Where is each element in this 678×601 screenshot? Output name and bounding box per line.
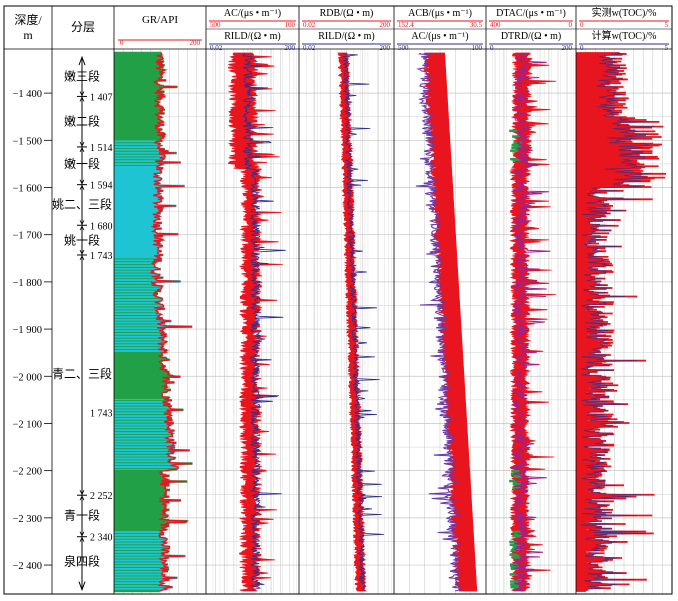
- boundary-arrow-up: [79, 91, 85, 97]
- boundary-arrow-up: [79, 141, 85, 147]
- curve-scale-min-dtac-1: 0: [490, 44, 494, 52]
- depth-tick-label: −1 500: [12, 136, 42, 147]
- formation-label: 青一段: [64, 507, 100, 522]
- curve-scale-max-rdb-1: 200: [380, 44, 391, 52]
- formation-label: 嫩一段: [64, 156, 100, 171]
- curve-scale-min-toc-1: 0: [580, 44, 584, 52]
- scale-min-gr: 0: [120, 39, 124, 47]
- curve-title-rdb-0: RDB/(Ω • m): [320, 8, 374, 19]
- boundary-arrow-down: [79, 184, 85, 190]
- rdb-track: [337, 52, 385, 592]
- curve-scale-max-acb-1: 100: [472, 44, 483, 52]
- depth-tick-label: −1 800: [12, 278, 42, 289]
- boundary-depth-label: 1 594: [90, 181, 113, 192]
- acb-track: [415, 52, 478, 592]
- gr-track: [114, 51, 193, 593]
- boundary-arrow-down: [79, 147, 85, 153]
- toc-track: [576, 52, 667, 592]
- boundary-depth-label: 2 340: [90, 533, 113, 544]
- curve-scale-max-acb-0: 30.5: [470, 21, 483, 29]
- depth-header-line1: 深度/: [14, 12, 42, 27]
- depth-tick-label: −2 400: [12, 561, 42, 572]
- curve-title-acb-0: ACB/(μs • m⁻¹): [408, 8, 472, 19]
- dtrd-curve: [511, 52, 551, 592]
- strat-arrow-bottom: [78, 581, 86, 592]
- ac-track: [227, 52, 286, 592]
- boundary-arrow-down: [79, 255, 85, 261]
- rild-curve-2: [342, 52, 385, 592]
- dtac-track: [508, 52, 556, 592]
- curve-scale-max-dtac-1: 200: [562, 44, 573, 52]
- ac-fill: [227, 52, 283, 592]
- curve-scale-min-rdb-0: 0.02: [303, 21, 316, 29]
- strat-header: 分层: [71, 20, 95, 34]
- toc-computed-curve: [580, 52, 655, 592]
- rild-curve: [242, 52, 286, 592]
- curve-title-acb-1: AC/(μs • m⁻¹): [411, 31, 468, 42]
- formation-label: 姚一段: [64, 232, 100, 247]
- scale-max-gr: 200: [190, 39, 201, 47]
- curve-title-toc-0: 实测w(TOC)/%: [592, 6, 657, 19]
- track-title-gr: GR/API: [142, 14, 178, 26]
- curve-title-rdb-1: RILD/(Ω • m): [318, 31, 374, 42]
- curve-title-ac-0: AC/(μs • m⁻¹): [224, 8, 281, 19]
- curve-title-ac-1: RILD/(Ω • m): [224, 31, 280, 42]
- depth-tick-label: −1 600: [12, 184, 42, 195]
- boundary-arrow-up: [79, 249, 85, 255]
- curve-title-toc-1: 计算w(TOC)/%: [592, 29, 657, 42]
- boundary-arrow-down: [79, 536, 85, 542]
- boundary-depth-label: 2 252: [90, 491, 113, 502]
- depth-tick-label: −1 400: [12, 89, 42, 100]
- gr-curve: [148, 52, 193, 592]
- boundary-depth-label: 1 743: [90, 409, 113, 420]
- boundary-arrow-down: [79, 96, 85, 102]
- boundary-arrow-down: [79, 225, 85, 231]
- boundary-arrow-up: [79, 179, 85, 185]
- depth-tick-label: −2 300: [12, 514, 42, 525]
- ac-curve: [415, 52, 464, 592]
- formation-label: 嫩三段: [64, 69, 100, 84]
- formation-label: 青二、三段: [52, 366, 112, 381]
- strat-arrow-top: [78, 55, 86, 66]
- depth-tick-label: −2 100: [12, 419, 42, 430]
- formation-label: 嫩二段: [64, 113, 100, 128]
- depth-tick-label: −2 000: [12, 372, 42, 383]
- boundary-depth-label: 1 514: [90, 143, 113, 154]
- curve-title-dtac-1: DTRD/(Ω • m): [501, 31, 561, 42]
- curve-scale-min-toc-0: 0: [580, 21, 584, 29]
- curve-scale-min-rdb-1: 0.02: [303, 44, 316, 52]
- acb-fill: [422, 52, 478, 592]
- boundary-arrow-up: [79, 490, 85, 496]
- curve-scale-max-ac-0: 100: [285, 21, 296, 29]
- curve-scale-min-dtac-0: 400: [490, 21, 501, 29]
- curve-scale-max-dtac-0: 0: [569, 21, 573, 29]
- curve-scale-max-toc-1: 5: [665, 44, 669, 52]
- formation-label: 姚二、三段: [52, 196, 112, 211]
- curve-scale-min-ac-0: 500: [210, 21, 221, 29]
- boundary-arrow-up: [79, 220, 85, 226]
- boundary-depth-label: 1 407: [90, 92, 113, 103]
- boundary-arrow-down: [79, 495, 85, 501]
- curve-scale-max-rdb-0: 200: [380, 21, 391, 29]
- depth-tick-label: −1 900: [12, 325, 42, 336]
- curve-scale-max-ac-1: 200: [285, 44, 296, 52]
- chart-frame: [3, 5, 673, 595]
- curve-title-dtac-0: DTAC/(μs • m⁻¹): [496, 8, 566, 19]
- curve-scale-max-toc-0: 5: [665, 21, 669, 29]
- boundary-depth-label: 1 680: [90, 221, 113, 232]
- curve-scale-min-acb-1: 500: [398, 44, 409, 52]
- depth-header-line2: m: [23, 28, 33, 42]
- boundary-depth-label: 1 743: [90, 251, 113, 262]
- boundary-arrow-up: [79, 531, 85, 537]
- depth-tick-label: −2 200: [12, 467, 42, 478]
- formation-label: 泉四段: [64, 553, 100, 568]
- curve-scale-min-ac-1: 0.02: [210, 44, 223, 52]
- depth-tick-label: −1 700: [12, 231, 42, 242]
- curve-scale-min-acb-0: 152.4: [398, 21, 414, 29]
